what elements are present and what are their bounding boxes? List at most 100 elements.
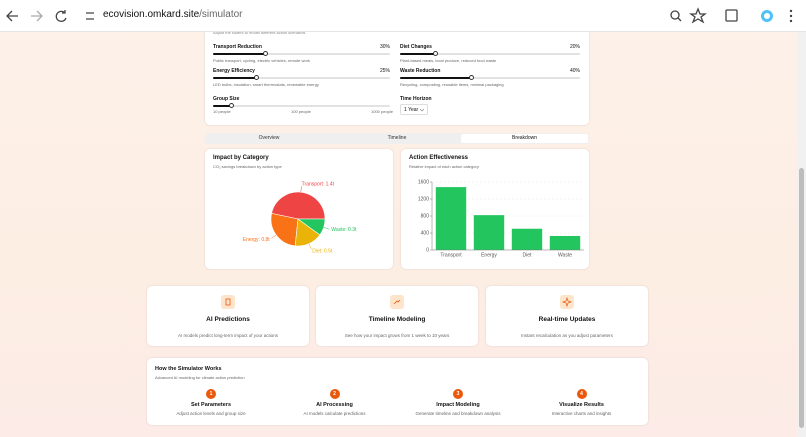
slider-fill xyxy=(400,53,436,55)
group-size-slider[interactable] xyxy=(213,103,390,108)
slider-value: 30% xyxy=(379,44,390,50)
slider-thumb[interactable] xyxy=(433,51,438,56)
scrollbar xyxy=(797,31,806,437)
step-description: Interactive charts and insights xyxy=(551,411,612,416)
tab-breakdown-active[interactable]: Breakdown xyxy=(461,134,588,143)
slider-label: Diet Changes xyxy=(400,44,432,50)
bar xyxy=(435,187,467,250)
extensions[interactable] xyxy=(725,9,738,22)
slider-label: Transport Reduction xyxy=(213,44,262,50)
x-tick-label: Energy xyxy=(481,252,497,258)
browser-toolbar: ecovision.omkard.site/simulator xyxy=(0,0,806,32)
group-size-max: 1000 people xyxy=(371,109,394,114)
slider-track[interactable] xyxy=(400,75,580,80)
feature-card: AI Predictions AI models predict long-te… xyxy=(147,286,309,346)
site-info[interactable] xyxy=(86,12,94,20)
zoom-icon[interactable] xyxy=(670,10,680,20)
feature-title: AI Predictions xyxy=(206,316,250,323)
time-horizon-select[interactable]: 1 Year xyxy=(400,104,428,115)
feature-icon xyxy=(221,295,235,309)
slice-label: Transport: 1.4t xyxy=(302,182,335,188)
label-leader xyxy=(323,227,330,230)
menu[interactable] xyxy=(789,9,793,23)
how-subtitle: Advanced AI modeling for climate action … xyxy=(155,375,245,380)
pie-slice xyxy=(297,218,326,236)
pie-slice xyxy=(271,191,326,220)
pie-subtitle: CO₂ savings breakdown by action type xyxy=(213,164,282,169)
bar xyxy=(511,228,543,250)
step-title: Visualize Results xyxy=(559,402,604,408)
url-host: ecovision.omkard.site xyxy=(103,9,200,20)
time-horizon-label: Time Horizon xyxy=(400,96,432,102)
group-size-mid: 100 people xyxy=(291,109,311,114)
slider-description: Recycling, composting, reusable items, m… xyxy=(400,82,504,87)
tab-overview[interactable]: Overview xyxy=(258,135,280,141)
pie-title: Impact by Category xyxy=(213,155,269,161)
step-number: 1 xyxy=(206,389,216,399)
slider-track[interactable] xyxy=(213,51,390,56)
slice-label: Diet: 0.5t xyxy=(312,248,333,254)
slider-fill xyxy=(400,77,472,79)
slider-label: Waste Reduction xyxy=(400,68,441,74)
slider-track[interactable] xyxy=(213,75,390,80)
slider-fill xyxy=(213,77,258,79)
slider-value: 25% xyxy=(379,68,390,74)
feature-icon xyxy=(390,295,404,309)
bar-title: Action Effectiveness xyxy=(409,155,469,161)
y-tick-label: 400 xyxy=(421,230,430,236)
slider-thumb[interactable] xyxy=(229,103,234,108)
step-description: Generate timeline and breakdown analysis xyxy=(415,411,501,416)
slider-thumb[interactable] xyxy=(254,75,260,80)
step-number: 3 xyxy=(453,389,463,399)
tab-timeline[interactable]: Timeline xyxy=(387,135,407,141)
step-description: AI models calculate predictions xyxy=(303,411,366,416)
slider-thumb[interactable] xyxy=(469,75,474,80)
feature-title: Timeline Modeling xyxy=(368,316,426,323)
forward-button[interactable] xyxy=(31,10,43,22)
bar xyxy=(549,235,581,250)
y-tick-label: 1200 xyxy=(418,196,429,202)
feature-card: Timeline Modeling See how your impact gr… xyxy=(316,286,478,346)
slider-fill xyxy=(213,53,267,55)
x-tick-label: Waste xyxy=(558,252,572,258)
url[interactable]: ecovision.omkard.site/simulator xyxy=(103,9,243,20)
slider-description: Public transport, cycling, electric vehi… xyxy=(213,58,310,63)
pie-chart: Transport: 1.4t Energy: 0.8t Diet: 0.5t Was… xyxy=(243,182,357,255)
bar-chart: 0 400 800 1200 1600 Transport Energy Diet Waste xyxy=(418,179,584,258)
back-button[interactable] xyxy=(6,10,18,22)
url-path: /simulator xyxy=(199,9,243,20)
bookmark-star[interactable] xyxy=(689,7,707,24)
bar xyxy=(473,215,505,250)
y-tick-label: 1600 xyxy=(418,179,429,185)
pie-card: Impact by Category CO₂ savings breakdown… xyxy=(205,149,393,269)
dropdown-caret xyxy=(420,109,424,112)
slice-label: Energy: 0.8t xyxy=(243,237,271,243)
y-tick-label: 0 xyxy=(426,247,429,253)
label-leader xyxy=(308,243,312,250)
scrollbar-thumb[interactable] xyxy=(799,168,804,428)
feature-description: Instant recalculation as you adjust para… xyxy=(521,333,613,338)
bar-subtitle: Relative impact of each action category xyxy=(409,164,479,169)
controls-card: Adjust the sliders to model different ac… xyxy=(205,14,589,125)
time-horizon-value: 1 Year xyxy=(404,107,419,113)
slice-label: Waste: 0.3t xyxy=(331,227,357,233)
feature-card: Real-time Updates Instant recalculation … xyxy=(486,286,648,346)
controls-subtitle: Adjust the sliders to model different ac… xyxy=(213,30,306,35)
slider-label: Energy Efficiency xyxy=(213,68,255,74)
group-size-label: Group Size xyxy=(213,96,240,102)
slider-value: 40% xyxy=(569,68,580,74)
how-card: How the Simulator Works Advanced AI mode… xyxy=(147,358,648,425)
label-leader xyxy=(271,234,277,239)
y-tick-label: 800 xyxy=(421,213,430,219)
feature-icon xyxy=(560,295,574,309)
step-number: 2 xyxy=(329,389,340,399)
step-number: 4 xyxy=(576,389,587,399)
tabs: Overview Timeline Breakdown xyxy=(205,133,589,144)
step-title: Impact Modeling xyxy=(436,402,480,408)
step-title: Set Parameters xyxy=(190,402,232,408)
slider-track[interactable] xyxy=(400,51,580,56)
slider-thumb[interactable] xyxy=(263,51,269,56)
reload-button[interactable] xyxy=(55,10,67,22)
slider-description: LED bulbs, insulation, smart thermostats… xyxy=(213,82,319,87)
